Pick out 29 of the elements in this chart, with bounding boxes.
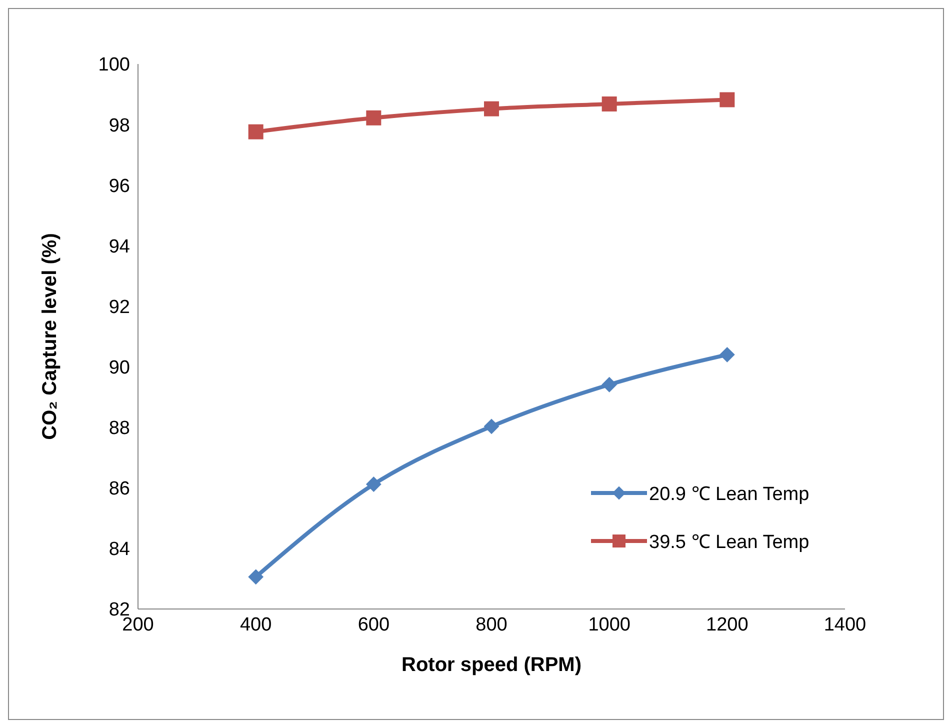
point — [720, 347, 735, 362]
y-tick-label: 100 — [98, 54, 130, 76]
legend-label: 39.5 ℃ Lean Temp — [649, 531, 810, 554]
point — [366, 476, 382, 492]
point — [248, 124, 264, 140]
point — [720, 92, 735, 108]
x-tick-label: 600 — [358, 614, 390, 636]
legend-label: 20.9 ℃ Lean Temp — [649, 483, 810, 506]
x-tick-label: 400 — [240, 614, 272, 636]
y-tick-label: 86 — [108, 478, 130, 500]
point — [602, 377, 617, 392]
x-tick-label: 1200 — [706, 614, 748, 636]
y-tick-label: 94 — [108, 236, 130, 258]
y-tick-label: 84 — [108, 539, 130, 560]
y-tick-label: 96 — [108, 176, 130, 197]
x-tick-label: 1000 — [588, 614, 630, 636]
y-tick-label: 92 — [108, 296, 130, 318]
point — [602, 96, 617, 112]
point — [248, 569, 264, 584]
y-tick-label: 88 — [108, 418, 130, 440]
point — [484, 418, 499, 434]
x-tick-label: 1400 — [824, 614, 866, 636]
x-tick-label: 800 — [476, 614, 508, 636]
point — [366, 110, 382, 126]
y-tick-label: 98 — [108, 115, 130, 136]
y-axis-title: CO₂ Capture level (%) — [39, 233, 62, 440]
point — [484, 101, 499, 116]
y-tick-label: 90 — [108, 358, 130, 379]
x-axis-title: Rotor speed (RPM) — [402, 654, 582, 676]
